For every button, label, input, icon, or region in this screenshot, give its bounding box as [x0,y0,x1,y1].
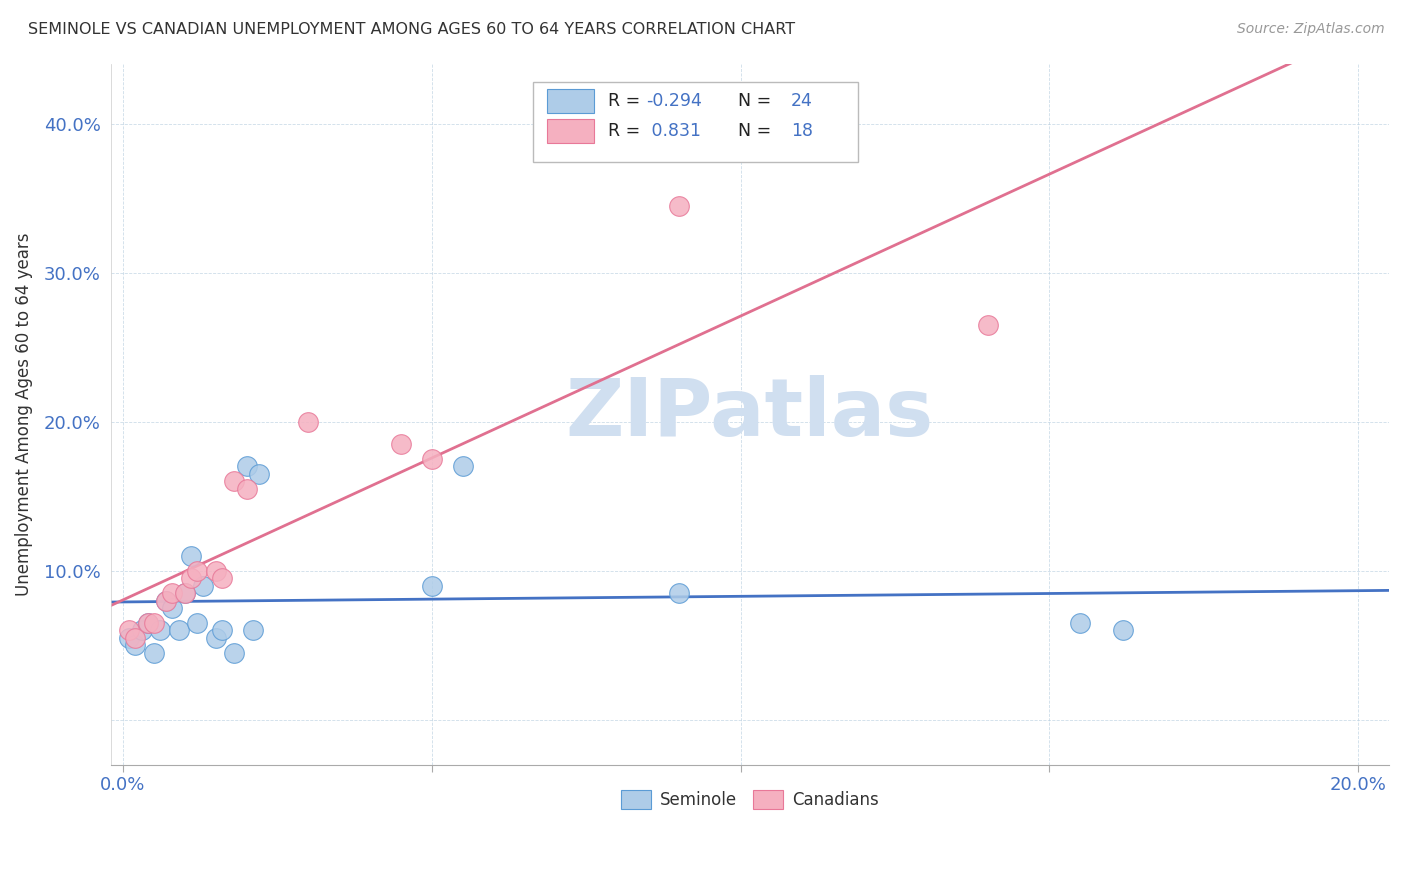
Point [180,571,202,585]
Point [668,586,690,600]
Point [118,624,141,638]
Point [420,579,443,593]
Point [180,549,202,563]
Point [451,459,474,474]
Point [211,571,233,585]
Text: 24: 24 [790,92,813,111]
Text: 18: 18 [790,121,813,140]
FancyBboxPatch shape [533,81,859,162]
Point [142,615,165,630]
Point [297,415,319,429]
Text: ZIPatlas: ZIPatlas [565,376,934,453]
Text: 0.831: 0.831 [647,121,702,140]
Point [142,646,165,660]
Point [224,475,246,489]
Point [242,624,264,638]
Point [1112,624,1135,638]
Point [668,199,690,213]
Text: SEMINOLE VS CANADIAN UNEMPLOYMENT AMONG AGES 60 TO 64 YEARS CORRELATION CHART: SEMINOLE VS CANADIAN UNEMPLOYMENT AMONG … [28,22,796,37]
Point [118,631,141,645]
Legend: Seminole, Canadians: Seminole, Canadians [614,783,884,815]
FancyBboxPatch shape [547,119,593,143]
Point [193,579,215,593]
Point [186,564,208,578]
Point [136,615,159,630]
Text: Source: ZipAtlas.com: Source: ZipAtlas.com [1237,22,1385,37]
Point [136,615,159,630]
Point [224,646,246,660]
Point [173,586,195,600]
Point [389,437,412,451]
Text: N =: N = [727,121,776,140]
Point [186,615,208,630]
Point [124,631,146,645]
Text: -0.294: -0.294 [647,92,702,111]
Point [235,482,257,496]
Point [247,467,270,481]
Text: N =: N = [727,92,776,111]
Point [155,593,177,607]
Point [235,459,257,474]
Y-axis label: Unemployment Among Ages 60 to 64 years: Unemployment Among Ages 60 to 64 years [15,233,32,596]
Point [162,601,184,615]
Point [204,564,226,578]
Point [149,624,172,638]
Point [1069,615,1091,630]
Point [155,593,177,607]
Point [167,624,190,638]
Point [131,624,153,638]
Point [211,624,233,638]
Point [420,452,443,467]
Point [162,586,184,600]
Point [976,318,998,332]
Text: R =: R = [607,92,645,111]
Text: R =: R = [607,121,645,140]
Point [173,586,195,600]
Point [124,638,146,652]
Point [204,631,226,645]
FancyBboxPatch shape [547,89,593,113]
